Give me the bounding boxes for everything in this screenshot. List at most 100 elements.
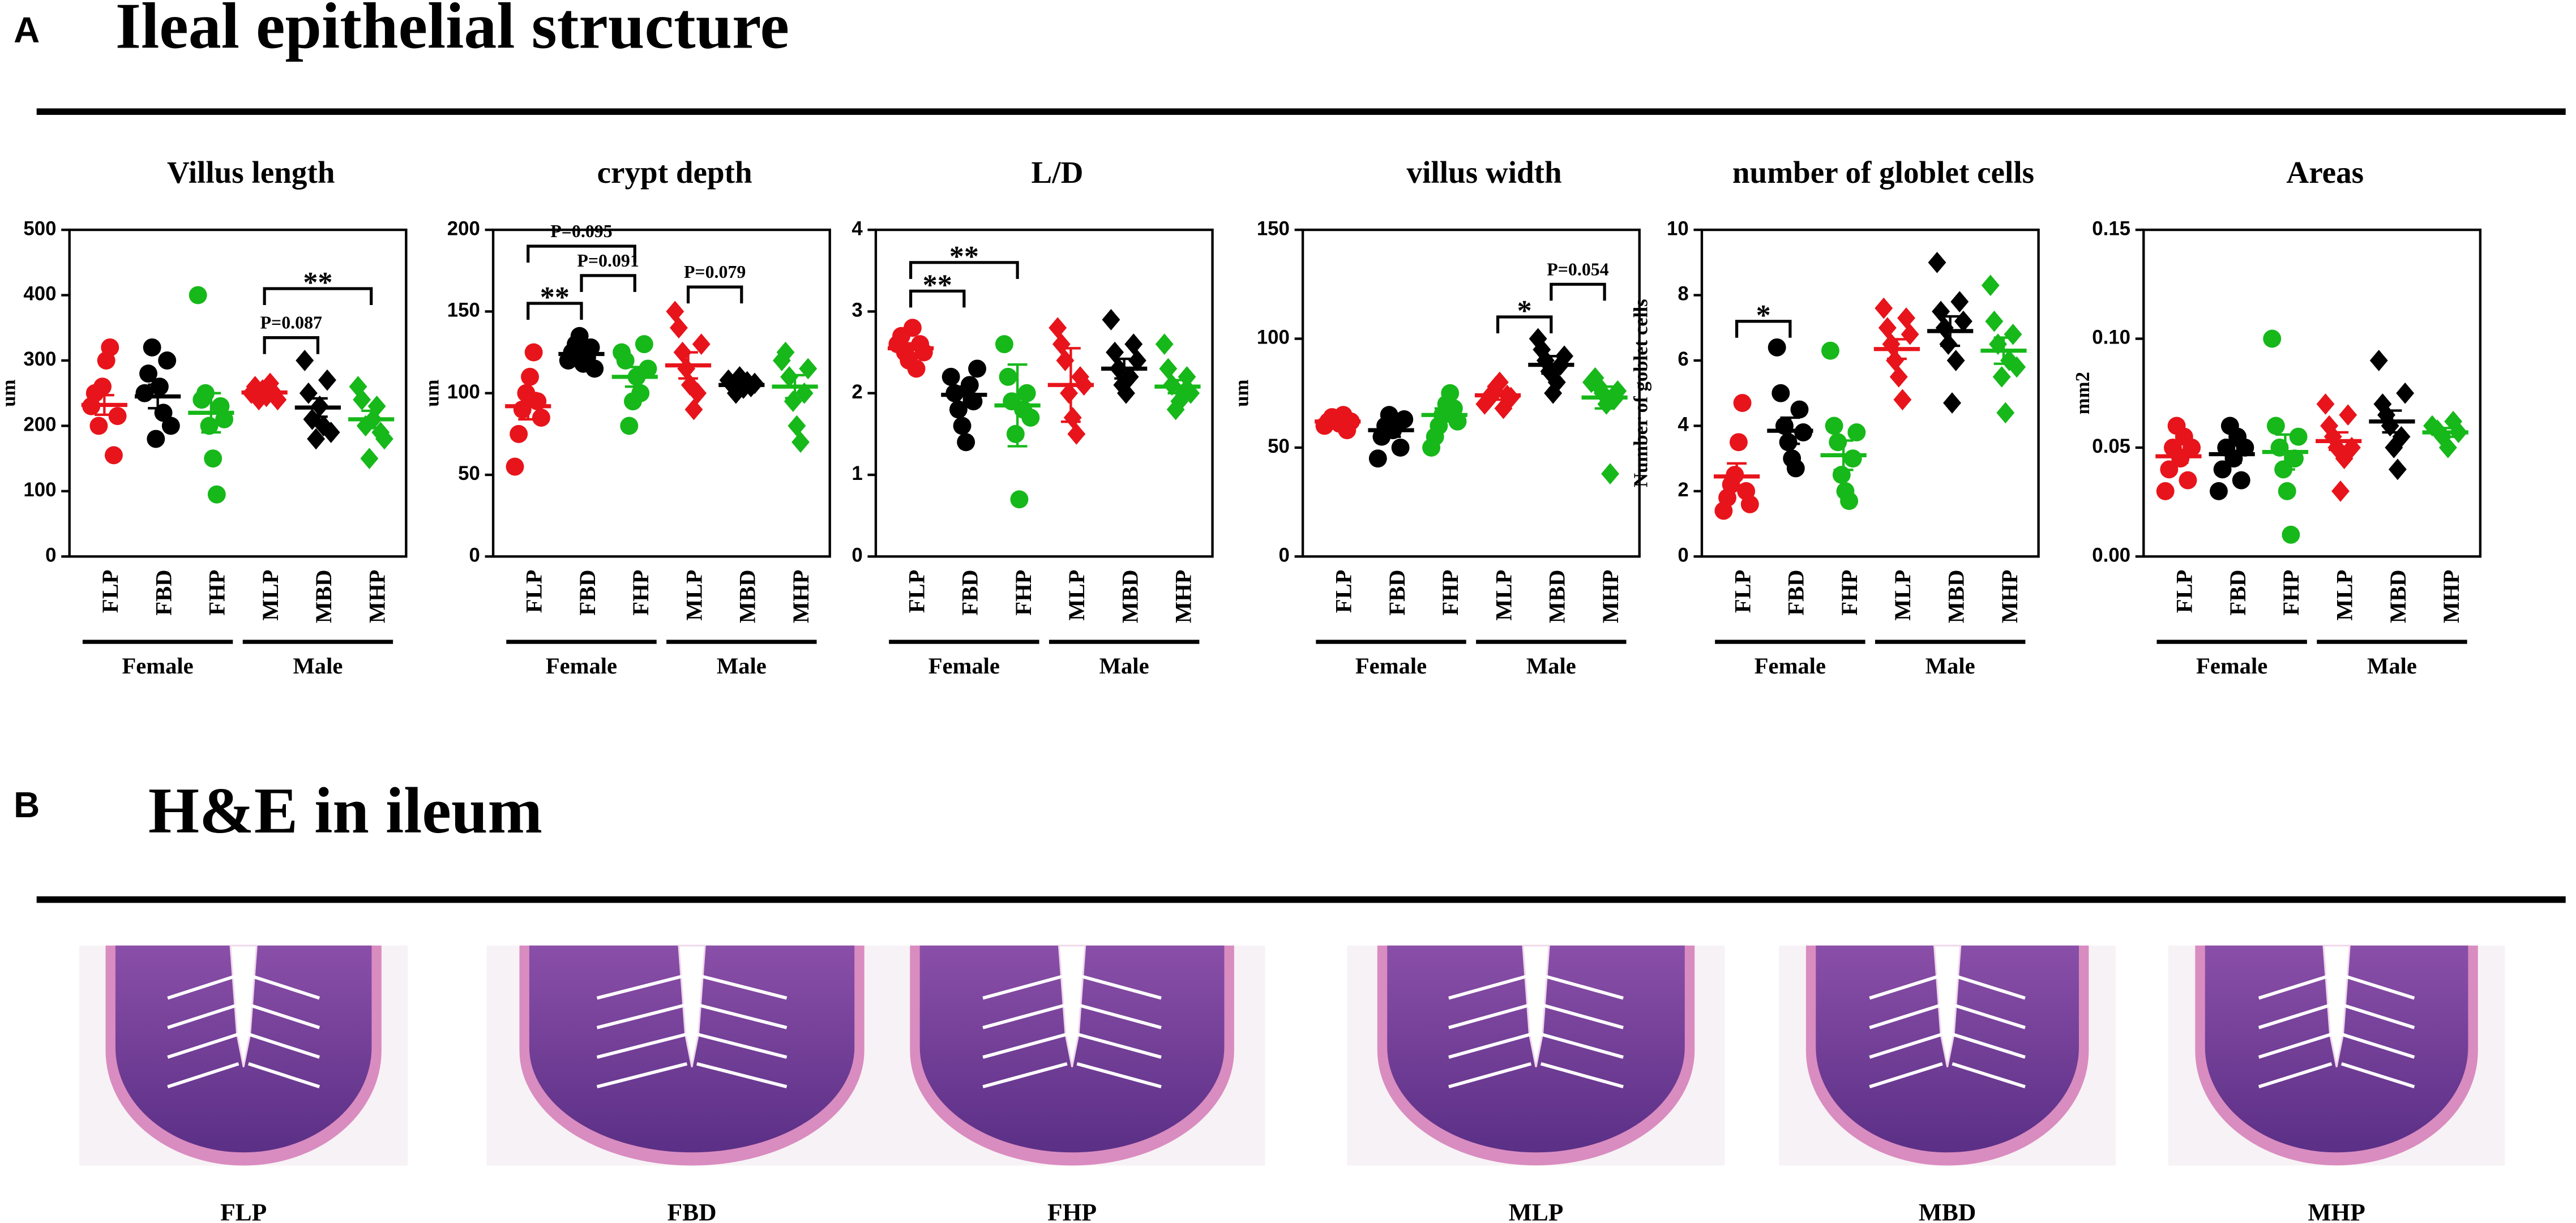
- data-point: [1052, 333, 1071, 355]
- y-tick-label: 0: [851, 544, 862, 567]
- data-point: [1832, 466, 1851, 484]
- data-point: [2213, 460, 2232, 479]
- data-point: [322, 422, 340, 443]
- significance-bracket: [909, 261, 1019, 279]
- y-tick-label: 400: [23, 283, 56, 305]
- crypt-branch: [167, 1003, 320, 1029]
- data-point: [968, 359, 987, 378]
- data-point: [2179, 471, 2197, 490]
- crypt-branch: [1869, 973, 2026, 1000]
- plot-frame: [1700, 228, 2040, 558]
- data-point: [89, 417, 108, 435]
- x-tick-label: FBD: [1384, 570, 1410, 616]
- group-label: Female: [546, 653, 617, 679]
- y-tick-label: 200: [447, 217, 480, 239]
- image-label: MLP: [1509, 1199, 1564, 1223]
- group-label: Male: [1925, 653, 1975, 679]
- group-label: Male: [1526, 653, 1576, 679]
- data-point: [207, 485, 226, 504]
- plot-frame: [1301, 228, 1641, 558]
- significance-label: P=0.095: [550, 221, 612, 241]
- y-axis-label: um: [421, 380, 443, 407]
- data-point: [204, 449, 222, 468]
- crypt-branch: [2258, 1062, 2415, 1089]
- data-point: [1928, 251, 1946, 273]
- data-point: [1985, 310, 2004, 332]
- data-point: [791, 431, 810, 453]
- group-label: Male: [2367, 653, 2417, 679]
- y-tick-label: 2: [851, 381, 862, 403]
- data-point: [2210, 482, 2228, 500]
- data-point: [670, 317, 688, 339]
- crypt-branch: [1448, 973, 1624, 1000]
- data-point: [1897, 307, 1915, 329]
- data-point: [1102, 308, 1120, 331]
- y-tick-label: 100: [23, 479, 56, 501]
- x-tick-label: FLP: [521, 570, 547, 613]
- panel-label: A: [14, 10, 40, 50]
- data-point: [93, 377, 112, 396]
- group-label: Male: [717, 653, 767, 679]
- data-point: [1155, 333, 1174, 355]
- data-point: [1124, 333, 1143, 355]
- x-tick-label: FHP: [204, 570, 230, 616]
- group-label: Female: [2196, 653, 2267, 679]
- x-tick-label: MLP: [1491, 570, 1516, 621]
- data-point: [506, 457, 524, 476]
- crypt-branch: [596, 1062, 788, 1089]
- y-tick-label: 0: [1279, 544, 1290, 567]
- y-tick-label: 0.00: [2092, 544, 2130, 567]
- x-tick-label: MLP: [1064, 570, 1089, 621]
- y-tick-label: 0.10: [2092, 327, 2130, 349]
- data-point: [953, 417, 972, 435]
- y-tick-label: 0: [1678, 544, 1688, 567]
- data-point: [1067, 423, 1086, 445]
- significance-bracket: [527, 302, 583, 320]
- data-point: [108, 407, 127, 426]
- data-point: [1875, 297, 1893, 319]
- x-tick-label: FHP: [1837, 570, 1862, 616]
- x-tick-label: MHP: [788, 570, 814, 624]
- x-tick-label: FLP: [97, 570, 123, 613]
- crypt-branch: [2258, 1003, 2415, 1029]
- data-point: [2232, 471, 2250, 490]
- significance-bracket: [686, 285, 743, 304]
- data-point: [307, 428, 326, 450]
- data-point: [688, 382, 707, 404]
- x-tick-label: MHP: [1598, 570, 1623, 624]
- data-point: [788, 415, 806, 437]
- crypt-branch: [167, 1032, 320, 1059]
- data-point: [2278, 482, 2296, 500]
- y-tick-label: 0: [469, 544, 480, 567]
- data-point: [2369, 350, 2388, 371]
- data-point: [1441, 384, 1460, 402]
- significance-bracket: [909, 289, 966, 308]
- x-tick-label: FBD: [575, 570, 600, 616]
- chart-title: number of globlet cells: [1732, 155, 2034, 190]
- crypt-branch: [2258, 973, 2415, 1000]
- data-point: [1586, 367, 1604, 389]
- data-point: [1996, 402, 2015, 424]
- data-point: [1840, 492, 1859, 510]
- y-tick-label: 2: [1678, 479, 1688, 501]
- crypt-branch: [1448, 1062, 1624, 1089]
- x-tick-label: MBD: [2385, 570, 2411, 624]
- data-point: [1886, 350, 1905, 371]
- x-tick-label: FLP: [1730, 570, 1755, 613]
- group-label: Female: [1355, 653, 1427, 679]
- plot-frame: [68, 228, 408, 558]
- y-tick-label: 8: [1678, 283, 1688, 305]
- data-point: [2160, 460, 2179, 479]
- y-axis-label: um: [0, 380, 19, 407]
- chart-title: L/D: [1032, 155, 1084, 190]
- significance-bracket: [1496, 315, 1553, 334]
- data-point: [1128, 350, 1146, 371]
- x-tick-label: MHP: [2438, 570, 2464, 624]
- data-point: [903, 319, 922, 337]
- crypt-branch: [982, 973, 1162, 1000]
- y-tick-label: 0.15: [2092, 217, 2130, 239]
- data-point: [1939, 333, 1958, 355]
- data-point: [1981, 274, 2000, 297]
